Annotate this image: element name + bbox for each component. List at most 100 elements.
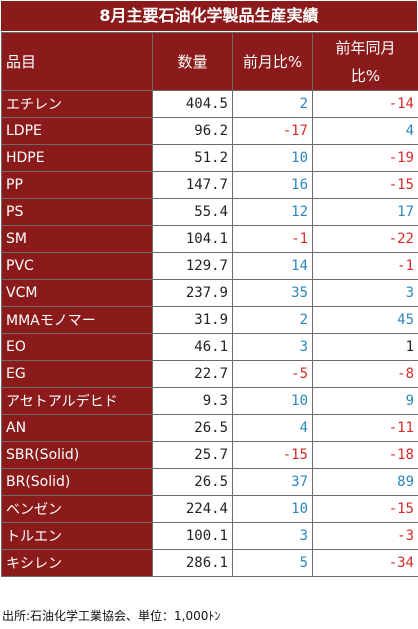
row-volume: 55.4 [152, 198, 233, 226]
row-yoy: -22 [312, 225, 418, 253]
row-yoy: 9 [312, 387, 418, 415]
row-name: EO [1, 333, 153, 361]
table-row: ベンゼン 224.4 10 -15 [1, 495, 418, 523]
row-name: キシレン [1, 549, 153, 577]
table-row: LDPE 96.2 -17 4 [1, 117, 418, 145]
row-name: AN [1, 414, 153, 442]
row-mom: 5 [232, 549, 313, 577]
table-row: PS 55.4 12 17 [1, 198, 418, 226]
table-row: EG 22.7 -5 -8 [1, 360, 418, 388]
row-volume: 104.1 [152, 225, 233, 253]
row-mom: 35 [232, 279, 313, 307]
row-volume: 100.1 [152, 522, 233, 550]
row-yoy: 45 [312, 306, 418, 334]
row-yoy: -15 [312, 495, 418, 523]
row-yoy: 17 [312, 198, 418, 226]
row-yoy: -34 [312, 549, 418, 577]
row-volume: 237.9 [152, 279, 233, 307]
source-note: 出所:石油化学工業協会、単位：1,000ﾄﾝ [2, 609, 221, 623]
header-volume: 数量 [152, 32, 233, 91]
table-row: エチレン 404.5 2 -14 [1, 90, 418, 118]
row-yoy: 1 [312, 333, 418, 361]
row-mom: 14 [232, 252, 313, 280]
row-name: VCM [1, 279, 153, 307]
row-yoy: 3 [312, 279, 418, 307]
table-row: アセトアルデヒド 9.3 10 9 [1, 387, 418, 415]
row-name: エチレン [1, 90, 153, 118]
row-name: MMAモノマー [1, 306, 153, 334]
row-volume: 404.5 [152, 90, 233, 118]
row-mom: -5 [232, 360, 313, 388]
row-yoy: -8 [312, 360, 418, 388]
table-row: VCM 237.9 35 3 [1, 279, 418, 307]
row-name: PVC [1, 252, 153, 280]
row-mom: 4 [232, 414, 313, 442]
row-name: ベンゼン [1, 495, 153, 523]
row-volume: 26.5 [152, 414, 233, 442]
table-row: キシレン 286.1 5 -34 [1, 549, 418, 577]
row-yoy: -14 [312, 90, 418, 118]
row-volume: 286.1 [152, 549, 233, 577]
header-yoy-line2: 比% [350, 66, 381, 85]
row-yoy: 4 [312, 117, 418, 145]
row-mom: 37 [232, 468, 313, 496]
row-name: PS [1, 198, 153, 226]
row-yoy: -19 [312, 144, 418, 172]
table-row: BR(Solid) 26.5 37 89 [1, 468, 418, 496]
row-volume: 96.2 [152, 117, 233, 145]
row-volume: 147.7 [152, 171, 233, 199]
table-row: PP 147.7 16 -15 [1, 171, 418, 199]
row-volume: 129.7 [152, 252, 233, 280]
header-yoy: 前年同月 比% [312, 32, 418, 91]
row-mom: 10 [232, 495, 313, 523]
header-item: 品目 [1, 32, 153, 91]
row-mom: -15 [232, 441, 313, 469]
header-yoy-line1: 前年同月 [335, 38, 396, 57]
row-name: SM [1, 225, 153, 253]
table-header-row: 品目 数量 前月比% 前年同月 比% [1, 32, 418, 91]
row-volume: 22.7 [152, 360, 233, 388]
row-mom: 2 [232, 306, 313, 334]
row-yoy: 89 [312, 468, 418, 496]
table-title: 8月主要石油化学製品生産実績 [1, 1, 417, 31]
row-volume: 31.9 [152, 306, 233, 334]
table-row: SM 104.1 -1 -22 [1, 225, 418, 253]
table-row: AN 26.5 4 -11 [1, 414, 418, 442]
table-row: SBR(Solid) 25.7 -15 -18 [1, 441, 418, 469]
row-mom: 3 [232, 522, 313, 550]
row-name: BR(Solid) [1, 468, 153, 496]
row-volume: 51.2 [152, 144, 233, 172]
header-mom: 前月比% [232, 32, 313, 91]
row-mom: 12 [232, 198, 313, 226]
row-volume: 26.5 [152, 468, 233, 496]
row-mom: 16 [232, 171, 313, 199]
table-row: PVC 129.7 14 -1 [1, 252, 418, 280]
row-mom: 10 [232, 387, 313, 415]
row-mom: 2 [232, 90, 313, 118]
row-name: SBR(Solid) [1, 441, 153, 469]
row-name: LDPE [1, 117, 153, 145]
table-row: MMAモノマー 31.9 2 45 [1, 306, 418, 334]
table-row: EO 46.1 3 1 [1, 333, 418, 361]
table-row: HDPE 51.2 10 -19 [1, 144, 418, 172]
row-mom: 3 [232, 333, 313, 361]
row-yoy: -15 [312, 171, 418, 199]
row-yoy: -18 [312, 441, 418, 469]
row-volume: 46.1 [152, 333, 233, 361]
row-name: アセトアルデヒド [1, 387, 153, 415]
row-name: トルエン [1, 522, 153, 550]
row-yoy: -11 [312, 414, 418, 442]
table-body: エチレン 404.5 2 -14 LDPE 96.2 -17 4 HDPE 51.2 10 -19 PP… [1, 90, 418, 577]
row-name: EG [1, 360, 153, 388]
row-yoy: -3 [312, 522, 418, 550]
row-name: HDPE [1, 144, 153, 172]
row-mom: 10 [232, 144, 313, 172]
table-row: トルエン 100.1 3 -3 [1, 522, 418, 550]
row-volume: 25.7 [152, 441, 233, 469]
row-name: PP [1, 171, 153, 199]
production-table: 品目 数量 前月比% 前年同月 比% エチレン 404.5 2 -14 LDPE 96.2… [1, 32, 418, 577]
row-mom: -1 [232, 225, 313, 253]
row-yoy: -1 [312, 252, 418, 280]
row-volume: 9.3 [152, 387, 233, 415]
row-mom: -17 [232, 117, 313, 145]
